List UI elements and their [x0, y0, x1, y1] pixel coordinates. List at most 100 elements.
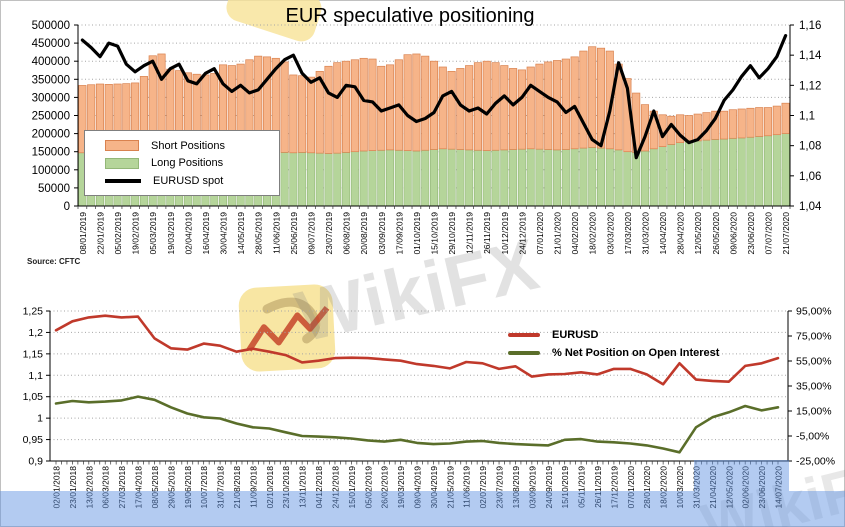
- svg-text:09/04/2019: 09/04/2019: [413, 466, 423, 509]
- selection-highlight: [694, 460, 789, 491]
- bar-short: [570, 56, 579, 150]
- bar-long: [517, 148, 526, 207]
- bar-long: [456, 149, 465, 207]
- bar-long: [333, 152, 342, 207]
- legend-item-eurusd: EURUSD: [508, 329, 719, 341]
- legend-item-spot: EURUSD spot: [105, 175, 275, 187]
- bottom-chart-legend: EURUSD % Net Position on Open Interest: [508, 329, 719, 359]
- bar-short: [500, 65, 509, 151]
- svg-text:02/07/2019: 02/07/2019: [478, 466, 488, 509]
- bar-short: [728, 109, 737, 139]
- svg-text:0: 0: [64, 201, 70, 213]
- svg-text:28/05/2019: 28/05/2019: [254, 212, 264, 255]
- svg-text:150000: 150000: [32, 147, 70, 159]
- bar-long: [658, 146, 667, 207]
- svg-text:10/07/2018: 10/07/2018: [199, 466, 209, 509]
- selection-highlight: [0, 491, 845, 527]
- svg-text:10/12/2019: 10/12/2019: [500, 212, 510, 255]
- svg-text:1,15: 1,15: [23, 348, 44, 360]
- svg-text:1,08: 1,08: [799, 141, 821, 153]
- svg-text:24/09/2019: 24/09/2019: [544, 466, 554, 509]
- svg-text:09/07/2019: 09/07/2019: [306, 212, 316, 255]
- svg-text:200000: 200000: [32, 129, 70, 141]
- svg-text:02/10/2018: 02/10/2018: [265, 466, 275, 509]
- svg-text:13/02/2018: 13/02/2018: [84, 466, 94, 509]
- svg-text:1,16: 1,16: [799, 20, 821, 32]
- svg-text:08/01/2019: 08/01/2019: [78, 212, 88, 255]
- svg-text:04/02/2020: 04/02/2020: [570, 212, 580, 255]
- bar-short: [298, 75, 307, 153]
- bar-long: [737, 137, 746, 207]
- eurusd-swatch: [508, 333, 540, 337]
- svg-text:06/08/2019: 06/08/2019: [342, 212, 352, 255]
- svg-text:23/10/2018: 23/10/2018: [281, 466, 291, 509]
- bar-long: [764, 135, 773, 207]
- svg-text:1,2: 1,2: [28, 327, 43, 339]
- svg-text:17/04/2018: 17/04/2018: [134, 466, 144, 509]
- svg-text:07/01/2020: 07/01/2020: [626, 466, 636, 509]
- svg-text:500000: 500000: [32, 20, 70, 32]
- svg-text:24/12/2018: 24/12/2018: [330, 466, 340, 509]
- svg-text:02/04/2019: 02/04/2019: [183, 212, 193, 255]
- eurusd-line: [54, 314, 780, 386]
- svg-text:23/07/2019: 23/07/2019: [495, 466, 505, 509]
- bar-long: [561, 149, 570, 207]
- svg-text:05/11/2019: 05/11/2019: [577, 466, 587, 508]
- bar-long: [632, 152, 641, 207]
- svg-text:26/05/2020: 26/05/2020: [711, 212, 721, 255]
- bar-long: [315, 152, 324, 207]
- svg-text:1,06: 1,06: [799, 171, 821, 183]
- bar-long: [394, 149, 403, 207]
- svg-text:95,00%: 95,00%: [796, 306, 832, 318]
- svg-text:06/03/2018: 06/03/2018: [101, 466, 111, 509]
- bar-long: [676, 142, 685, 207]
- svg-text:31/03/2020: 31/03/2020: [691, 466, 701, 509]
- svg-text:04/12/2018: 04/12/2018: [314, 466, 324, 509]
- bar-short: [289, 74, 298, 154]
- bar-long: [614, 149, 623, 207]
- bar-long: [298, 152, 307, 207]
- svg-text:1,25: 1,25: [23, 306, 44, 318]
- bar-short: [720, 110, 729, 140]
- legend-item-netposition: % Net Position on Open Interest: [508, 347, 719, 359]
- gridlines: [50, 310, 788, 441]
- bar-long: [588, 147, 597, 207]
- long-positions-swatch: [105, 157, 139, 169]
- bar-long: [667, 144, 676, 207]
- bar-short: [350, 59, 359, 153]
- svg-text:100000: 100000: [32, 165, 70, 177]
- svg-text:07/01/2020: 07/01/2020: [535, 212, 545, 255]
- legend-label: EURUSD spot: [153, 174, 224, 187]
- svg-text:24/12/2019: 24/12/2019: [517, 212, 527, 255]
- bar-long: [579, 147, 588, 207]
- svg-text:21/05/2019: 21/05/2019: [445, 466, 455, 509]
- svg-text:23/07/2019: 23/07/2019: [324, 212, 334, 255]
- svg-text:75,00%: 75,00%: [796, 331, 832, 343]
- source-label: Source: CFTC: [27, 257, 81, 266]
- svg-text:11/06/2019: 11/06/2019: [462, 466, 472, 508]
- bar-short: [456, 68, 465, 150]
- svg-text:15/01/2019: 15/01/2019: [347, 466, 357, 509]
- bar-short: [561, 58, 570, 150]
- bar-short: [421, 55, 430, 151]
- bar-long: [289, 152, 298, 207]
- bar-long: [781, 133, 790, 207]
- bar-short: [596, 47, 606, 149]
- bar-long: [412, 150, 421, 207]
- svg-text:14/04/2020: 14/04/2020: [658, 212, 668, 255]
- svg-text:55,00%: 55,00%: [796, 356, 832, 368]
- svg-text:26/11/2019: 26/11/2019: [593, 466, 603, 508]
- bar-long: [772, 134, 781, 207]
- svg-text:17/03/2020: 17/03/2020: [623, 212, 633, 255]
- bar-long: [553, 149, 562, 207]
- svg-text:1,1: 1,1: [799, 111, 815, 123]
- bar-short: [579, 50, 588, 149]
- svg-text:1,1: 1,1: [28, 370, 43, 382]
- bar-short: [280, 61, 289, 153]
- svg-text:30/04/2019: 30/04/2019: [429, 466, 439, 509]
- bar-long: [465, 149, 474, 207]
- bar-long: [720, 138, 729, 207]
- bar-short: [781, 102, 790, 134]
- bar-short: [746, 107, 755, 138]
